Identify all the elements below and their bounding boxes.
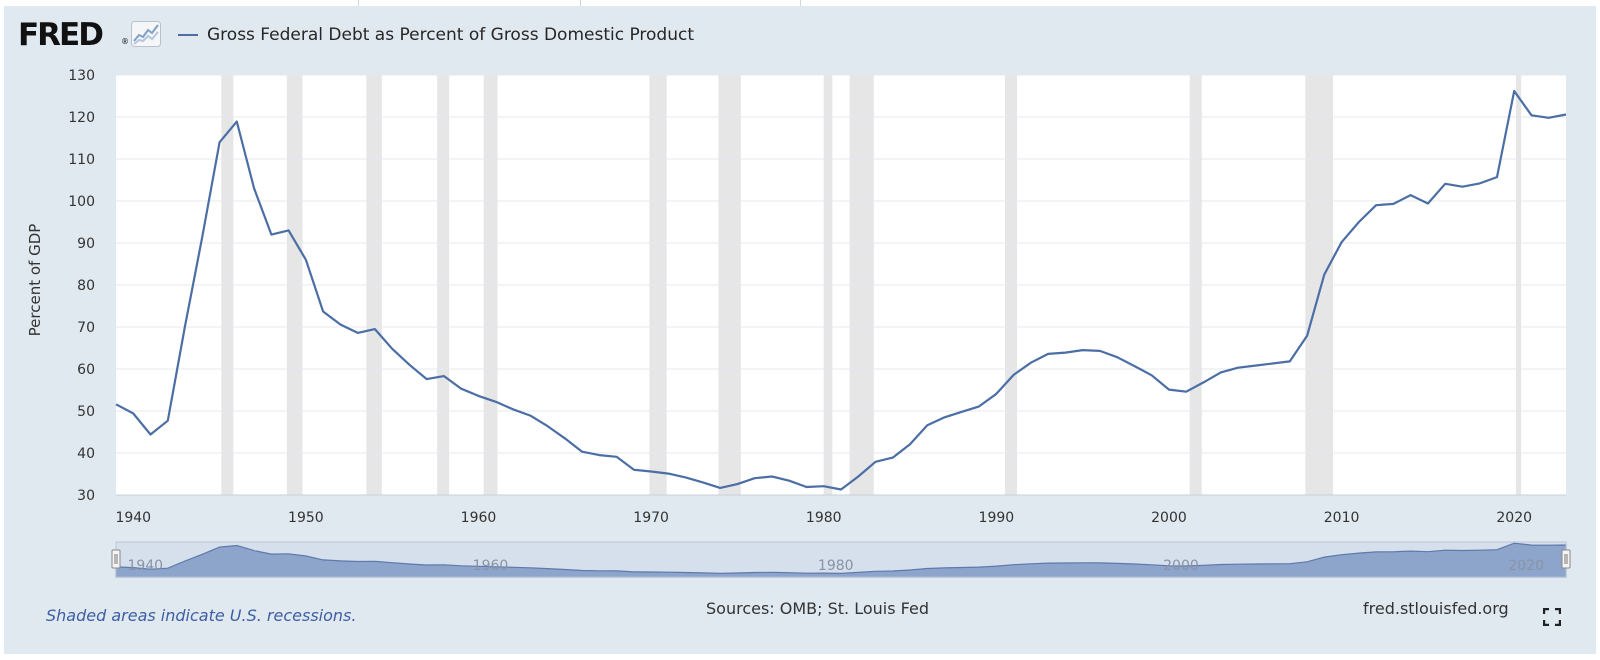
top-divider [358, 0, 359, 6]
y-tick-label: 120 [68, 110, 95, 126]
line-chart-icon [131, 21, 161, 47]
navigator-area [115, 542, 1567, 578]
y-tick-label: 130 [68, 68, 95, 84]
y-tick-label: 90 [77, 236, 95, 252]
sources-text: Sources: OMB; St. Louis Fed [706, 599, 929, 618]
chart-legend[interactable]: Gross Federal Debt as Percent of Gross D… [178, 23, 694, 47]
y-tick-label: 70 [77, 320, 95, 336]
x-tick-label: 1970 [633, 510, 669, 526]
navigator-tick-label: 2020 [1508, 558, 1544, 574]
y-tick-label: 50 [77, 404, 95, 420]
y-tick-label: 110 [68, 152, 95, 168]
fred-logo-mark: ® [121, 37, 129, 46]
x-tick-label: 1950 [288, 510, 324, 526]
recession-note: Shaded areas indicate U.S. recessions. [46, 606, 357, 625]
top-divider [800, 0, 801, 6]
y-axis-label: Percent of GDP [26, 224, 44, 337]
legend-swatch [178, 34, 198, 36]
x-tick-label: 2010 [1324, 510, 1360, 526]
navigator-handle[interactable] [111, 549, 121, 569]
navigator-handle[interactable] [1561, 549, 1571, 569]
y-tick-label: 30 [77, 488, 95, 504]
top-divider [580, 0, 581, 6]
navigator-tick-label: 1940 [127, 558, 163, 574]
navigator-tick-label: 1980 [818, 558, 854, 574]
navigator-tick-label: 2000 [1163, 558, 1199, 574]
x-tick-label: 1990 [979, 510, 1015, 526]
y-tick-label: 100 [68, 194, 95, 210]
y-tick-label: 60 [77, 362, 95, 378]
y-tick-label: 80 [77, 278, 95, 294]
fullscreen-icon[interactable] [1543, 608, 1561, 626]
y-tick-label: 40 [77, 446, 95, 462]
x-tick-label: 2000 [1151, 510, 1187, 526]
x-tick-label: 1940 [115, 510, 151, 526]
x-tick-label: 1980 [806, 510, 842, 526]
x-tick-label: 2020 [1496, 510, 1532, 526]
site-link[interactable]: fred.stlouisfed.org [1363, 599, 1509, 618]
fred-logo[interactable]: FRED [18, 17, 104, 53]
x-tick-label: 1960 [461, 510, 497, 526]
series-line [115, 89, 1567, 491]
navigator-tick-label: 1960 [473, 558, 509, 574]
legend-series-label: Gross Federal Debt as Percent of Gross D… [207, 25, 695, 45]
